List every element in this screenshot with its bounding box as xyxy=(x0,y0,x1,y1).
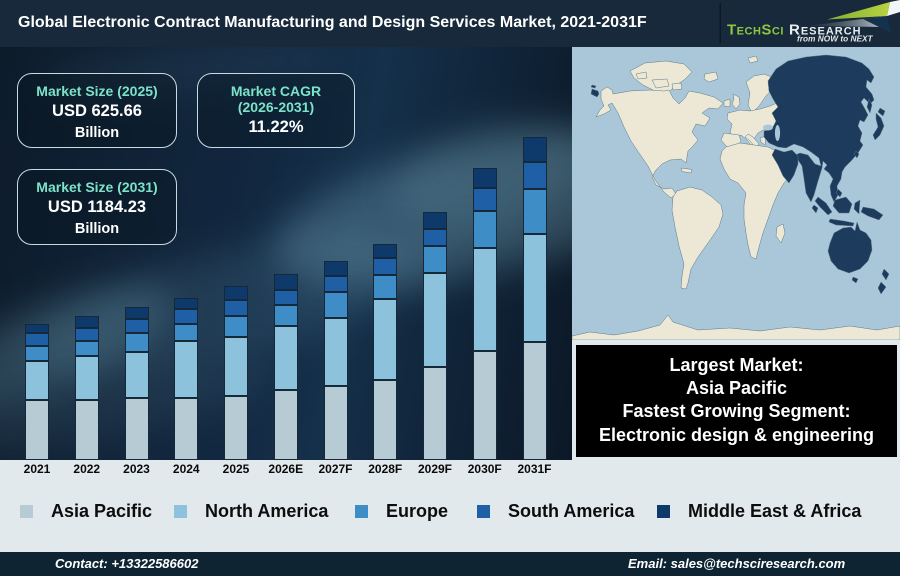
svg-text:Research: Research xyxy=(789,22,862,39)
svg-text:TechSci: TechSci xyxy=(727,22,784,39)
svg-text:from NOW to NEXT: from NOW to NEXT xyxy=(797,34,874,44)
